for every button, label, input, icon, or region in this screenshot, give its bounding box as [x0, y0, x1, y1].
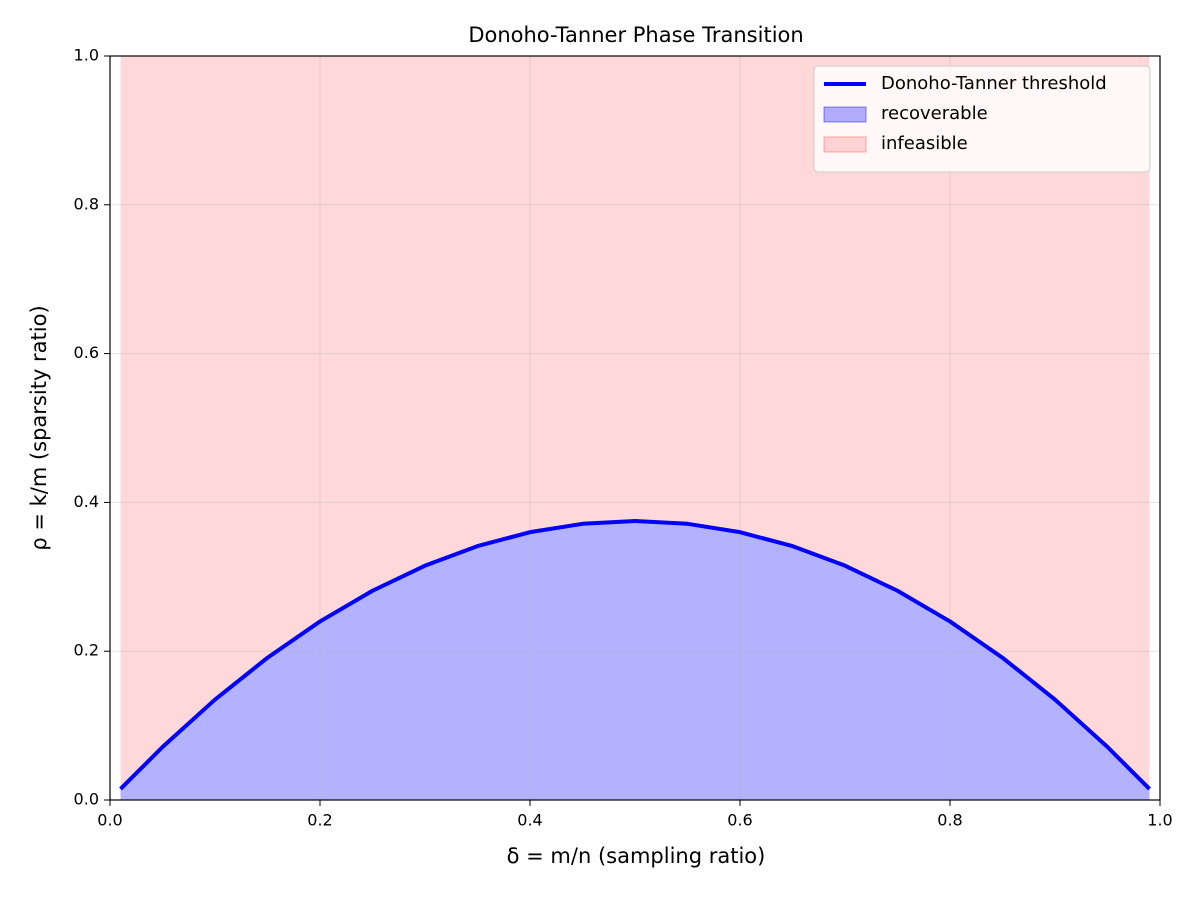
legend-label: recoverable — [881, 103, 988, 124]
x-tick-label: 0.8 — [937, 811, 962, 830]
infeasible-area — [120, 56, 1150, 789]
legend-swatch — [823, 136, 867, 153]
y-axis-label: ρ = k/m (sparsity ratio) — [27, 305, 51, 550]
plot-frame — [109, 55, 1161, 801]
y-tick-label: 0.0 — [74, 790, 99, 809]
y-tick-label: 0.6 — [74, 343, 99, 362]
threshold-line — [119, 519, 1151, 791]
legend-box — [813, 65, 1151, 173]
legend-label: Donoho-Tanner threshold — [881, 73, 1107, 94]
legend-swatch — [823, 106, 867, 123]
chart-title: Donoho-Tanner Phase Transition — [468, 23, 803, 47]
y-tick-label: 0.4 — [74, 492, 99, 511]
x-tick-label: 0.0 — [97, 811, 122, 830]
x-tick-label: 0.6 — [727, 811, 752, 830]
y-tick-label: 0.8 — [74, 194, 99, 213]
x-axis-label: δ = m/n (sampling ratio) — [507, 844, 766, 868]
x-tick-label: 0.2 — [307, 811, 332, 830]
y-tick-label: 1.0 — [74, 46, 99, 65]
x-tick-label: 1.0 — [1147, 811, 1172, 830]
recoverable-area — [120, 521, 1150, 800]
legend-label: infeasible — [881, 133, 968, 154]
legend: Donoho-Tanner threshold recoverable infeas… — [813, 65, 1151, 173]
y-tick-label: 0.2 — [74, 641, 99, 660]
x-tick-label: 0.4 — [517, 811, 542, 830]
